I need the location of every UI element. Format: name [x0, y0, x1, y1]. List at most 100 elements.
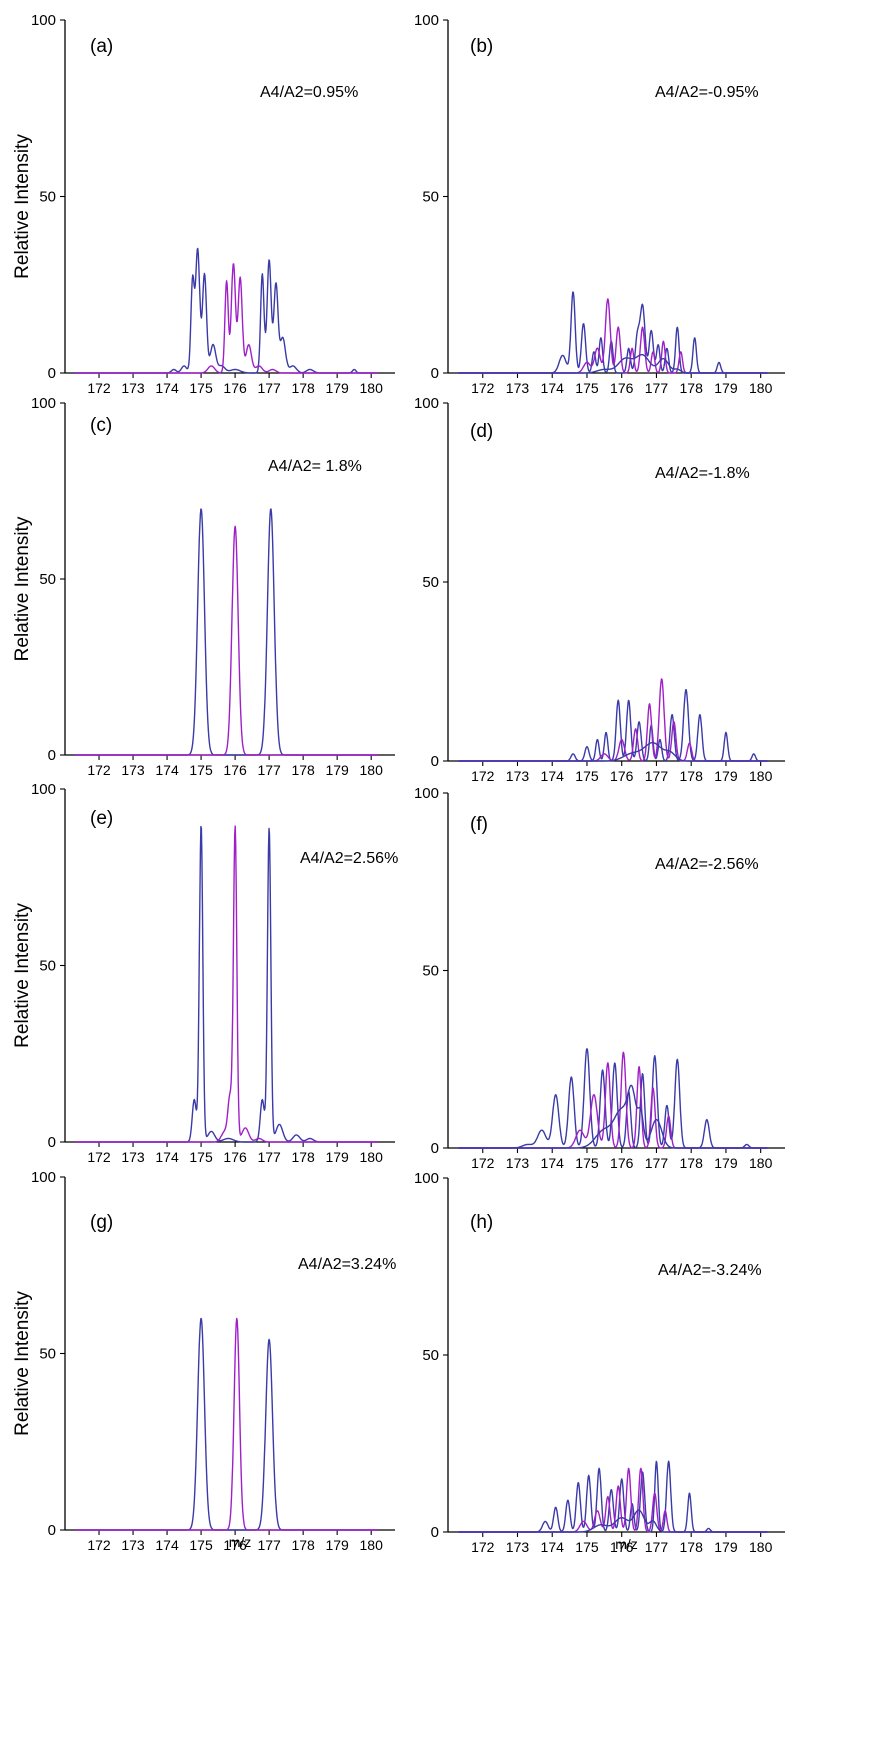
x-tick-label: 177 [645, 1155, 669, 1171]
chart-panel-5: 0 50 100 172 173 174 175 176 177 178 179 180 (e) A4/A… [12, 781, 398, 1165]
y-tick-label: 100 [31, 12, 56, 29]
y-tick-label: 0 [431, 365, 439, 382]
ratio-annotation: A4/A2=3.24% [298, 1256, 396, 1273]
x-tick-label: 173 [121, 1149, 145, 1165]
x-tick-label: 178 [680, 768, 704, 784]
y-tick-label: 0 [48, 365, 56, 382]
x-tick-label: 174 [155, 762, 179, 778]
x-tick-label: 176 [223, 1537, 247, 1553]
x-tick-label: 174 [541, 1155, 565, 1171]
x-tick-label: 172 [87, 380, 111, 396]
ratio-annotation: A4/A2=-0.95% [655, 84, 759, 101]
spectrum-trace-blue-3 [458, 353, 768, 374]
y-tick-label: 50 [422, 189, 439, 206]
x-tick-label: 173 [121, 1537, 145, 1553]
x-axis-title: m/z [229, 1534, 252, 1550]
spectrum-trace-magenta-2 [458, 1051, 768, 1149]
x-tick-label: 172 [87, 1537, 111, 1553]
spectrum-trace-blue-3 [458, 1084, 768, 1149]
x-tick-label: 178 [291, 1149, 315, 1165]
x-tick-label: 177 [257, 1537, 281, 1553]
y-axis-title: Relative Intensity [12, 516, 33, 661]
y-tick-label: 0 [431, 1524, 439, 1541]
x-tick-label: 175 [575, 380, 599, 396]
y-tick-label: 100 [414, 395, 439, 412]
x-tick-label: 173 [506, 768, 530, 784]
x-tick-label: 174 [541, 1539, 565, 1555]
ratio-annotation: A4/A2= 1.8% [268, 458, 362, 475]
x-tick-label: 172 [471, 1539, 495, 1555]
x-tick-label: 176 [610, 1539, 634, 1555]
x-tick-label: 178 [680, 1155, 704, 1171]
x-tick-label: 173 [121, 380, 145, 396]
x-tick-label: 179 [325, 1149, 349, 1165]
x-tick-label: 174 [541, 768, 565, 784]
y-tick-label: 100 [31, 781, 56, 798]
chart-panel-6: 0 50 100 172 173 174 175 176 177 178 179 180 (f) A4/A… [414, 785, 785, 1171]
x-tick-label: 180 [360, 762, 384, 778]
spectrum-trace-magenta-2 [74, 525, 379, 756]
x-tick-label: 176 [610, 380, 634, 396]
y-tick-label: 50 [39, 189, 56, 206]
x-tick-label: 174 [541, 380, 565, 396]
y-tick-label: 100 [31, 395, 56, 412]
panel-label: (b) [470, 36, 493, 57]
y-axis-title: Relative Intensity [12, 1291, 33, 1436]
spectrum-trace-magenta-2 [74, 825, 379, 1143]
x-tick-label: 177 [257, 380, 281, 396]
x-tick-label: 173 [506, 380, 530, 396]
x-tick-label: 179 [714, 380, 738, 396]
y-tick-label: 100 [414, 785, 439, 802]
x-tick-label: 178 [680, 380, 704, 396]
x-tick-label: 176 [610, 768, 634, 784]
chart-panel-2: 0 50 100 172 173 174 175 176 177 178 179 180 (b) A4/A… [414, 12, 785, 396]
x-tick-label: 173 [506, 1539, 530, 1555]
x-tick-label: 175 [575, 1539, 599, 1555]
x-tick-label: 172 [471, 768, 495, 784]
spectrum-trace-magenta-2 [74, 263, 379, 374]
x-tick-label: 175 [189, 1537, 213, 1553]
chart-panel-7: 0 50 100 172 173 174 175 176 177 178 179 180 (g) A4/A… [12, 1169, 396, 1553]
y-tick-label: 0 [48, 1522, 56, 1539]
y-tick-label: 0 [431, 1140, 439, 1157]
spectrum-trace-blue-1 [458, 1460, 768, 1533]
panel-label: (d) [470, 421, 493, 442]
x-tick-label: 180 [749, 1539, 773, 1555]
x-tick-label: 175 [575, 768, 599, 784]
x-tick-label: 179 [714, 1539, 738, 1555]
spectrum-trace-blue-1 [74, 247, 379, 374]
x-tick-label: 177 [645, 380, 669, 396]
spectrum-trace-magenta-2 [74, 1317, 379, 1531]
x-tick-label: 172 [87, 1149, 111, 1165]
panel-label: (a) [90, 36, 113, 57]
x-tick-label: 176 [223, 762, 247, 778]
spectrum-trace-blue-1 [74, 825, 379, 1143]
panel-label: (e) [90, 808, 113, 829]
y-tick-label: 50 [422, 1347, 439, 1364]
ratio-annotation: A4/A2=-2.56% [655, 856, 759, 873]
chart-panel-8: 0 50 100 172 173 174 175 176 177 178 179 180 (h) A4/A… [414, 1170, 785, 1555]
y-tick-label: 100 [414, 12, 439, 29]
x-tick-label: 179 [325, 380, 349, 396]
spectrum-trace-blue-1 [458, 689, 768, 762]
x-tick-label: 177 [257, 1149, 281, 1165]
x-tick-label: 177 [645, 1539, 669, 1555]
x-tick-label: 172 [87, 762, 111, 778]
panel-label: (g) [90, 1212, 113, 1233]
y-tick-label: 50 [39, 1346, 56, 1363]
x-tick-label: 176 [610, 1155, 634, 1171]
x-tick-label: 180 [360, 1149, 384, 1165]
x-tick-label: 174 [155, 1537, 179, 1553]
chart-panel-3: 0 50 100 172 173 174 175 176 177 178 179 180 (c) A4/A… [12, 395, 395, 778]
ratio-annotation: A4/A2=-3.24% [658, 1262, 762, 1279]
y-tick-label: 50 [39, 571, 56, 588]
y-axis-title: Relative Intensity [12, 903, 33, 1048]
ratio-annotation: A4/A2=2.56% [300, 850, 398, 867]
spectrum-trace-magenta-2 [458, 678, 768, 762]
spectrum-trace-blue-1 [74, 508, 379, 756]
x-tick-label: 173 [121, 762, 145, 778]
x-tick-label: 178 [291, 1537, 315, 1553]
x-tick-label: 180 [360, 380, 384, 396]
x-tick-label: 177 [645, 768, 669, 784]
